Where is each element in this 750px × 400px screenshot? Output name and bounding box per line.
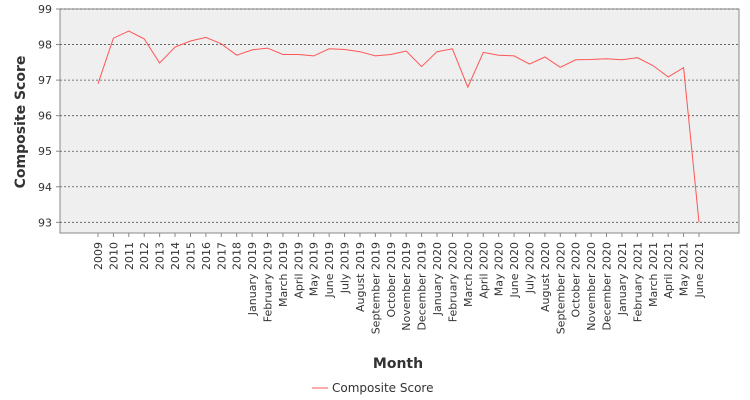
x-tick-label: December 2019 <box>416 242 429 331</box>
data-point <box>143 37 146 40</box>
data-point <box>420 65 423 68</box>
x-tick-label: October 2019 <box>385 242 398 318</box>
grid-lines <box>60 8 739 223</box>
data-point <box>189 40 192 43</box>
data-point <box>451 47 454 50</box>
series-line-composite-score <box>97 30 700 223</box>
x-tick-label: February 2020 <box>446 242 459 322</box>
data-point <box>436 50 439 53</box>
data-point <box>559 66 562 69</box>
y-tick-label: 97 <box>38 74 52 87</box>
y-tick-label: 94 <box>38 181 52 194</box>
x-tick-label: 2014 <box>169 242 182 270</box>
x-tick-label: May 2019 <box>308 242 321 296</box>
data-point <box>574 58 577 61</box>
data-point <box>343 48 346 51</box>
data-point <box>158 62 161 65</box>
x-tick-label: July 2020 <box>523 242 536 294</box>
x-tick-label: March 2020 <box>462 242 475 307</box>
x-tick-label: 2011 <box>123 242 136 270</box>
plot-area <box>59 8 740 234</box>
data-point <box>497 54 500 57</box>
x-tick-label: July 2019 <box>339 242 352 294</box>
x-tick-label: 2015 <box>184 242 197 270</box>
x-tick-label: 2010 <box>107 242 120 270</box>
y-axis-title: Composite Score <box>13 56 29 189</box>
x-axis: 2009 2010 2011 2012 2013 2014 2015 2016 2017 2018… <box>92 233 706 334</box>
data-point <box>297 53 300 56</box>
y-axis: 93 94 95 96 97 98 99 <box>38 3 60 229</box>
data-point <box>235 54 238 57</box>
data-point <box>266 47 269 50</box>
series-group <box>97 30 700 224</box>
x-tick-label: May 2020 <box>493 242 506 296</box>
x-tick-label: 2009 <box>92 242 105 270</box>
x-tick-label: February 2019 <box>262 242 275 322</box>
x-tick-label: 2018 <box>231 242 244 270</box>
x-tick-label: June 2019 <box>323 242 336 298</box>
y-tick-label: 98 <box>38 39 52 52</box>
data-point <box>97 82 100 85</box>
data-point <box>697 221 700 224</box>
x-tick-label: January 2021 <box>616 242 629 316</box>
x-tick-label: February 2021 <box>631 242 644 322</box>
data-point <box>620 58 623 61</box>
x-tick-label: 2012 <box>138 242 151 270</box>
data-point <box>590 58 593 61</box>
data-point <box>281 53 284 56</box>
x-tick-label: 2016 <box>200 242 213 270</box>
x-tick-label: 2013 <box>154 242 167 270</box>
data-point <box>651 64 654 67</box>
data-point <box>358 50 361 53</box>
data-point <box>174 46 177 49</box>
x-tick-label: September 2020 <box>554 242 567 334</box>
data-point <box>636 56 639 59</box>
x-tick-label: June 2020 <box>508 242 521 298</box>
legend: Composite Score <box>312 381 433 395</box>
data-point <box>389 53 392 56</box>
x-tick-label: 2017 <box>215 242 228 270</box>
data-point <box>112 37 115 40</box>
data-point <box>528 63 531 66</box>
data-point <box>127 30 130 33</box>
x-tick-label: November 2020 <box>585 242 598 331</box>
data-point <box>374 54 377 57</box>
x-tick-label: September 2019 <box>369 242 382 334</box>
data-point <box>605 57 608 60</box>
x-tick-label: April 2021 <box>662 242 675 299</box>
y-tick-label: 96 <box>38 110 52 123</box>
data-point <box>667 75 670 78</box>
x-tick-label: August 2020 <box>539 242 552 312</box>
x-tick-label: March 2019 <box>277 242 290 307</box>
data-point <box>328 47 331 50</box>
data-point <box>312 54 315 57</box>
x-tick-label: March 2021 <box>647 242 660 307</box>
data-point <box>204 36 207 39</box>
data-point <box>513 54 516 57</box>
x-tick-label: April 2020 <box>477 242 490 299</box>
data-point <box>405 49 408 52</box>
x-tick-label: April 2019 <box>292 242 305 299</box>
x-tick-label: May 2021 <box>678 242 691 296</box>
y-tick-label: 95 <box>38 145 52 158</box>
data-point <box>251 48 254 51</box>
x-axis-title: Month <box>373 356 423 372</box>
data-point <box>682 66 685 69</box>
data-point <box>466 86 469 89</box>
x-tick-label: December 2020 <box>601 242 614 331</box>
data-point <box>220 42 223 45</box>
x-tick-label: November 2019 <box>400 242 413 331</box>
data-point <box>543 56 546 59</box>
x-tick-label: June 2021 <box>693 242 706 298</box>
x-tick-label: October 2020 <box>570 242 583 318</box>
x-tick-label: January 2020 <box>431 242 444 316</box>
x-tick-label: January 2019 <box>246 242 259 316</box>
x-tick-label: August 2019 <box>354 242 367 312</box>
y-tick-label: 93 <box>38 216 52 229</box>
data-point <box>482 51 485 54</box>
legend-label: Composite Score <box>332 381 433 395</box>
y-tick-label: 99 <box>38 3 52 16</box>
